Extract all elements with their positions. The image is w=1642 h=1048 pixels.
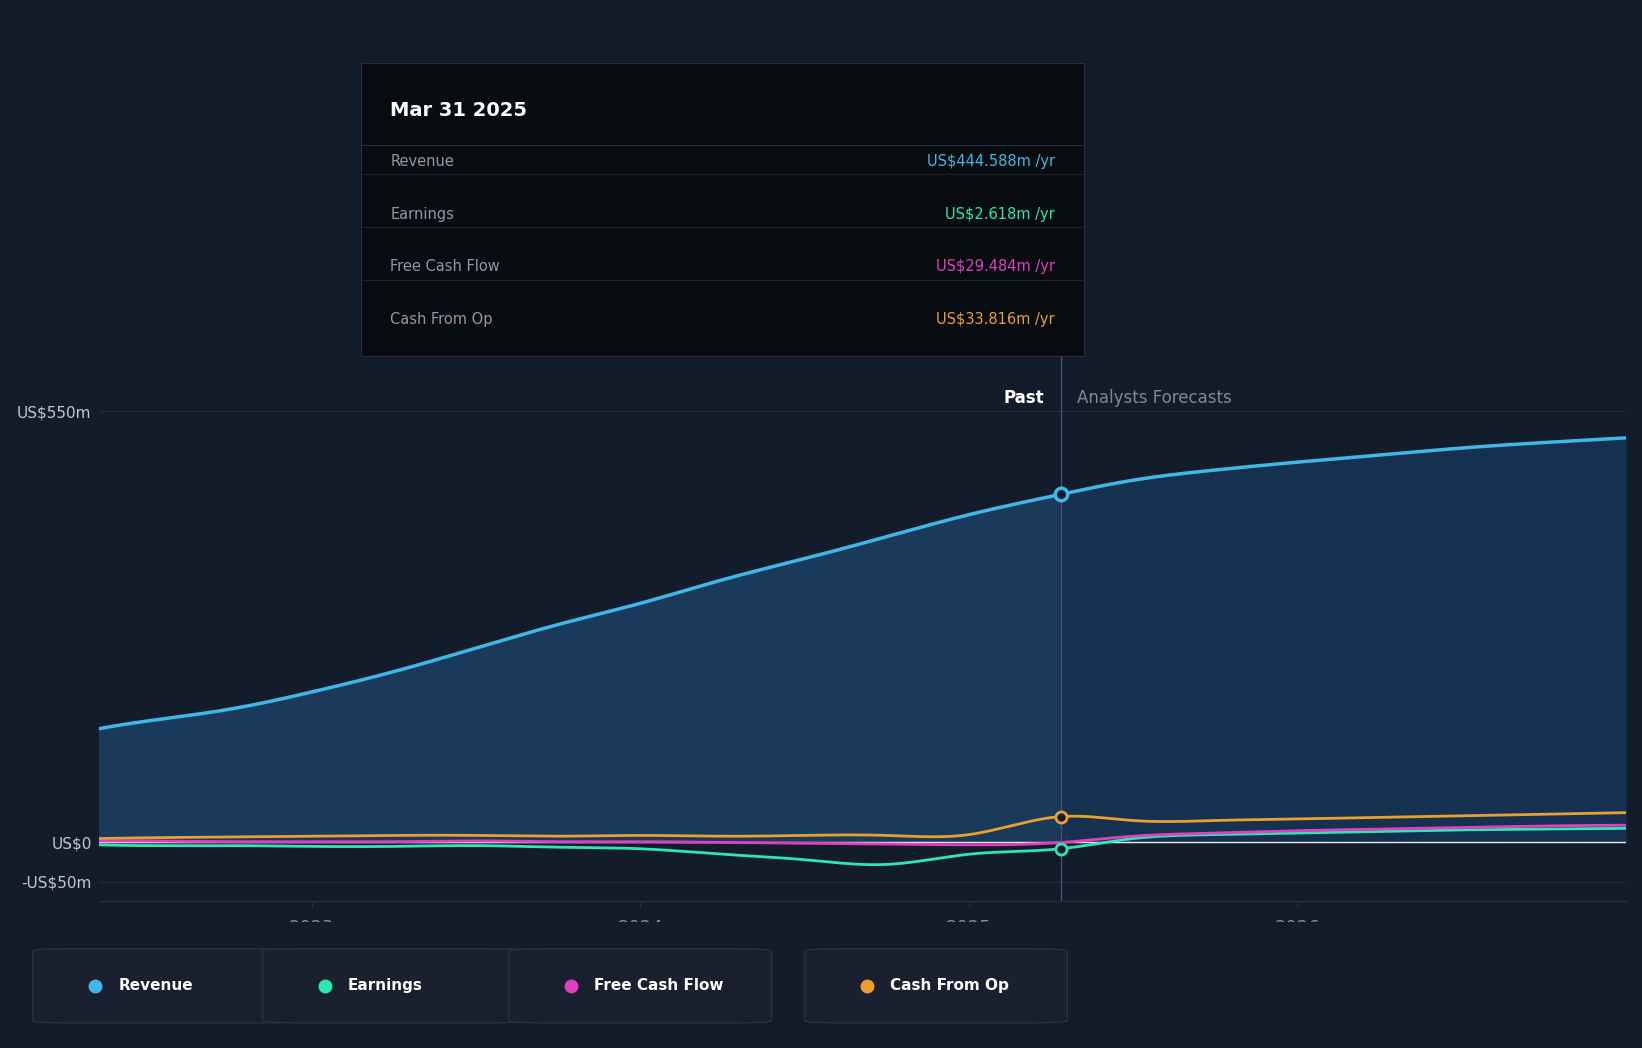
Text: Cash From Op: Cash From Op xyxy=(890,978,1008,994)
Text: Cash From Op: Cash From Op xyxy=(391,312,493,327)
FancyBboxPatch shape xyxy=(509,948,772,1023)
Text: Free Cash Flow: Free Cash Flow xyxy=(594,978,724,994)
Text: Mar 31 2025: Mar 31 2025 xyxy=(391,101,527,121)
Text: Earnings: Earnings xyxy=(391,206,455,222)
Text: US$33.816m /yr: US$33.816m /yr xyxy=(936,312,1054,327)
Text: US$29.484m /yr: US$29.484m /yr xyxy=(936,260,1054,275)
Text: Free Cash Flow: Free Cash Flow xyxy=(391,260,499,275)
Text: US$2.618m /yr: US$2.618m /yr xyxy=(946,206,1054,222)
Text: US$444.588m /yr: US$444.588m /yr xyxy=(926,154,1054,169)
FancyBboxPatch shape xyxy=(33,948,296,1023)
Text: Revenue: Revenue xyxy=(391,154,455,169)
FancyBboxPatch shape xyxy=(805,948,1067,1023)
Text: Earnings: Earnings xyxy=(348,978,424,994)
Text: Revenue: Revenue xyxy=(118,978,192,994)
Text: Past: Past xyxy=(1003,389,1044,408)
FancyBboxPatch shape xyxy=(263,948,525,1023)
Text: Analysts Forecasts: Analysts Forecasts xyxy=(1077,389,1232,408)
